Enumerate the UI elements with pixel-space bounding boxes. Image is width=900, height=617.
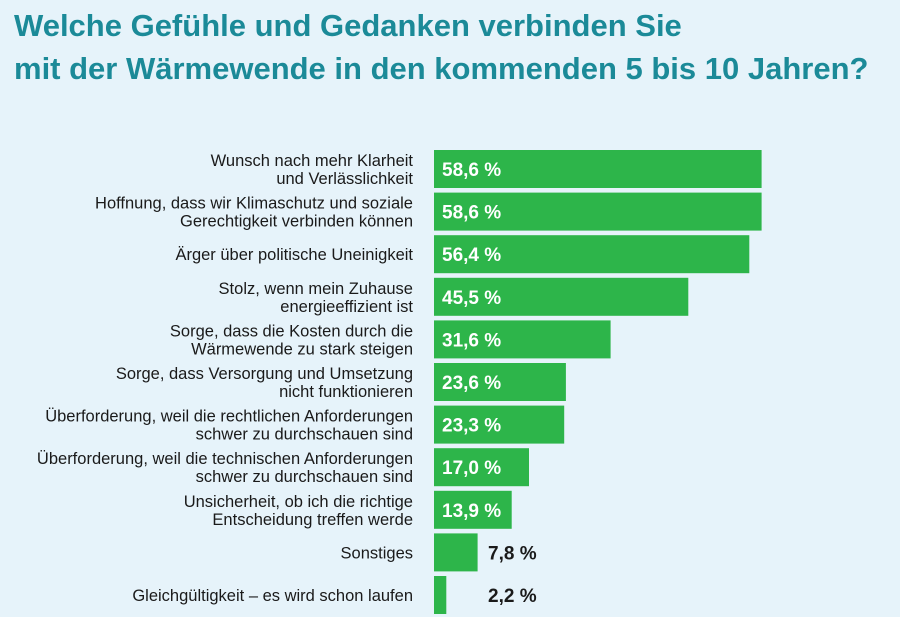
category-label-0: Wunsch nach mehr Klarheit und Verlässlich…	[211, 152, 414, 188]
value-label-9: 7,8 %	[488, 543, 537, 564]
bar-10	[434, 576, 447, 614]
value-label-10: 2,2 %	[488, 586, 537, 607]
category-label-2: Ärger über politische Uneinigkeit	[175, 246, 413, 264]
value-label-3: 45,5 %	[442, 288, 501, 309]
bar-7	[434, 448, 529, 487]
value-label-8: 13,9 %	[442, 501, 501, 522]
category-label-5: Sorge, dass Versorgung und Umsetzung nich…	[116, 365, 413, 401]
bar-8	[434, 490, 512, 529]
value-label-1: 58,6 %	[442, 203, 501, 224]
category-label-8: Unsicherheit, ob ich die richtige Entsche…	[184, 493, 413, 529]
bar-1	[434, 192, 762, 231]
chart-title-line-1: Welche Gefühle und Gedanken verbinden Si…	[14, 8, 682, 43]
category-label-7: Überforderung, weil die technischen Anfo…	[37, 450, 413, 486]
bar-4	[434, 320, 611, 359]
bar-9	[434, 533, 478, 572]
category-label-10: Gleichgültigkeit – es wird schon laufen	[132, 587, 413, 605]
value-label-7: 17,0 %	[442, 458, 501, 479]
value-label-2: 56,4 %	[442, 245, 501, 266]
category-label-6: Überforderung, weil die rechtlichen Anfo…	[45, 408, 413, 444]
bar-3	[434, 277, 689, 316]
value-label-6: 23,3 %	[442, 416, 501, 437]
chart-title: Welche Gefühle und Gedanken verbinden Si…	[14, 4, 894, 90]
category-label-3: Stolz, wenn mein Zuhause energieeffizient…	[219, 280, 414, 316]
bar-0	[434, 150, 762, 188]
value-label-4: 31,6 %	[442, 330, 501, 351]
chart-title-line-2: mit der Wärmewende in den kommenden 5 bi…	[14, 51, 869, 86]
bar-5	[434, 363, 566, 401]
value-label-0: 58,6 %	[442, 160, 501, 181]
bar-2	[434, 235, 750, 274]
bar-6	[434, 405, 565, 444]
category-label-9: Sonstiges	[341, 544, 413, 562]
value-label-5: 23,6 %	[442, 373, 501, 394]
category-label-4: Sorge, dass die Kosten durch die Wärmewen…	[170, 322, 413, 358]
category-label-1: Hoffnung, dass wir Klimaschutz und sozia…	[95, 195, 413, 231]
